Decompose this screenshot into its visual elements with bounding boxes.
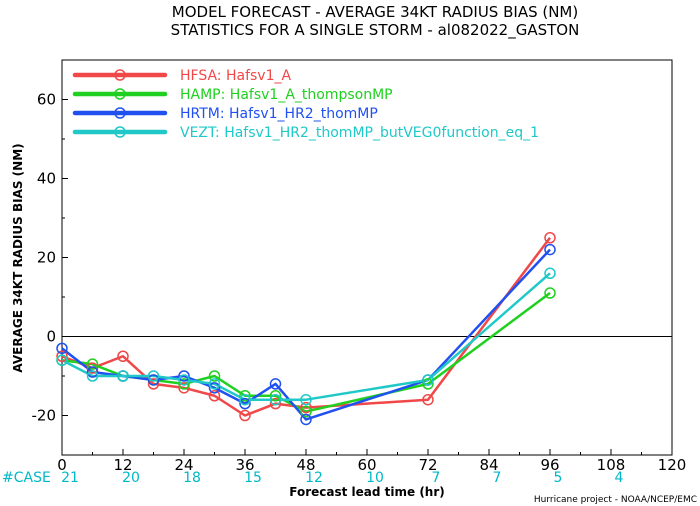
data-point-vezt bbox=[239, 393, 251, 406]
series-group bbox=[56, 232, 556, 426]
data-point-vezt bbox=[422, 374, 434, 386]
data-point-hrtm bbox=[86, 366, 99, 378]
x-tick-label: 60 bbox=[357, 456, 376, 474]
x-tick-label: 84 bbox=[479, 456, 498, 474]
data-point-hamp bbox=[178, 378, 190, 390]
case-label: #CASE bbox=[2, 470, 51, 486]
data-point-vezt bbox=[208, 378, 221, 390]
data-point-hrtm bbox=[544, 243, 556, 256]
x-tick-label: 24 bbox=[174, 456, 193, 474]
data-point-hfsa bbox=[117, 350, 129, 362]
data-point-vezt bbox=[86, 370, 99, 382]
case-count: 10 bbox=[366, 470, 384, 486]
series-line-hfsa bbox=[61, 236, 551, 417]
data-point-hfsa bbox=[178, 382, 190, 394]
legend-marker-hamp bbox=[114, 88, 126, 100]
data-point-hfsa bbox=[239, 409, 251, 422]
y-tick-label: -20 bbox=[32, 407, 57, 425]
x-tick-label: 0 bbox=[57, 456, 67, 474]
y-axis-label: AVERAGE 34KT RADIUS BIAS (NM) bbox=[11, 143, 25, 372]
y-tick-label: 60 bbox=[37, 91, 56, 109]
data-point-hfsa bbox=[86, 362, 99, 374]
data-point-hrtm bbox=[300, 413, 312, 426]
case-counts: 21 20 18 15 12 10 7 7 5 4 bbox=[61, 470, 623, 486]
data-point-hamp bbox=[208, 370, 221, 382]
x-tick-label: 36 bbox=[235, 456, 254, 474]
data-point-vezt bbox=[117, 370, 129, 382]
case-count: 7 bbox=[432, 470, 441, 486]
data-point-hfsa bbox=[544, 232, 556, 244]
x-tick-label: 48 bbox=[296, 456, 315, 474]
data-point-vezt bbox=[300, 393, 312, 406]
case-count: 5 bbox=[554, 470, 563, 486]
series-line-hamp bbox=[61, 292, 551, 413]
data-point-hrtm bbox=[269, 378, 282, 390]
case-count: 12 bbox=[305, 470, 323, 486]
data-point-hrtm bbox=[147, 374, 160, 386]
y-axis: -20 0 20 40 60 bbox=[32, 91, 68, 425]
data-point-hamp bbox=[239, 390, 251, 402]
chart-subtitle: STATISTICS FOR A SINGLE STORM - al082022… bbox=[171, 21, 580, 40]
data-point-hamp bbox=[86, 358, 99, 370]
data-point-vezt bbox=[147, 370, 160, 382]
data-point-hamp bbox=[422, 378, 434, 390]
chart-title: MODEL FORECAST - AVERAGE 34KT RADIUS BIA… bbox=[172, 3, 578, 21]
data-point-hfsa bbox=[300, 401, 312, 414]
data-point-hfsa bbox=[269, 397, 282, 410]
data-point-hamp bbox=[544, 287, 556, 299]
legend-entry-hfsa: HFSA: Hafsv1_A bbox=[180, 68, 292, 84]
data-point-hrtm bbox=[178, 370, 190, 382]
data-point-hrtm bbox=[208, 382, 221, 394]
x-tick-label: 96 bbox=[540, 456, 559, 474]
data-point-hrtm bbox=[56, 342, 68, 355]
legend-entry-hamp: HAMP: Hafsv1_A_thompsonMP bbox=[180, 87, 393, 103]
data-point-vezt bbox=[269, 393, 282, 406]
legend-marker-hrtm bbox=[114, 107, 126, 119]
case-count: 4 bbox=[615, 470, 624, 486]
legend-entry-vezt: VEZT: Hafsv1_HR2_thomMP_butVEG0function_… bbox=[180, 125, 539, 141]
case-count: 7 bbox=[493, 470, 502, 486]
data-point-vezt bbox=[544, 267, 556, 280]
data-point-hamp bbox=[300, 405, 312, 418]
series-line-vezt bbox=[61, 272, 551, 401]
y-tick-label: 40 bbox=[37, 170, 56, 188]
case-count: 21 bbox=[61, 470, 79, 486]
legend-entry-hrtm: HRTM: Hafsv1_HR2_thomMP bbox=[180, 106, 378, 122]
data-point-hrtm bbox=[239, 397, 251, 410]
data-point-hfsa bbox=[208, 390, 221, 402]
data-point-hfsa bbox=[56, 350, 68, 362]
case-count: 18 bbox=[183, 470, 201, 486]
x-tick-label: 12 bbox=[113, 456, 132, 474]
data-point-vezt bbox=[178, 374, 190, 386]
x-axis-label: Forecast lead time (hr) bbox=[289, 485, 445, 499]
y-tick-label: 0 bbox=[46, 328, 56, 346]
data-point-hamp bbox=[269, 390, 282, 402]
series-line-hrtm bbox=[61, 248, 551, 421]
x-tick-label: 108 bbox=[597, 456, 626, 474]
case-count: 20 bbox=[122, 470, 140, 486]
credit-text: Hurricane project - NOAA/NCEP/EMC bbox=[534, 495, 697, 505]
legend: HFSA: Hafsv1_A HAMP: Hafsv1_A_thompsonMP H… bbox=[72, 68, 539, 141]
y-tick-label: 20 bbox=[37, 249, 56, 267]
x-axis: 0 12 24 36 48 60 72 84 96 108 120 bbox=[57, 449, 686, 474]
data-point-hfsa bbox=[422, 393, 434, 406]
x-tick-label: 120 bbox=[658, 456, 687, 474]
legend-marker-vezt bbox=[114, 126, 126, 138]
data-point-hfsa bbox=[147, 378, 160, 390]
legend-marker-hfsa bbox=[114, 69, 126, 81]
data-point-vezt bbox=[56, 354, 68, 366]
x-tick-label: 72 bbox=[418, 456, 437, 474]
case-count: 15 bbox=[244, 470, 262, 486]
